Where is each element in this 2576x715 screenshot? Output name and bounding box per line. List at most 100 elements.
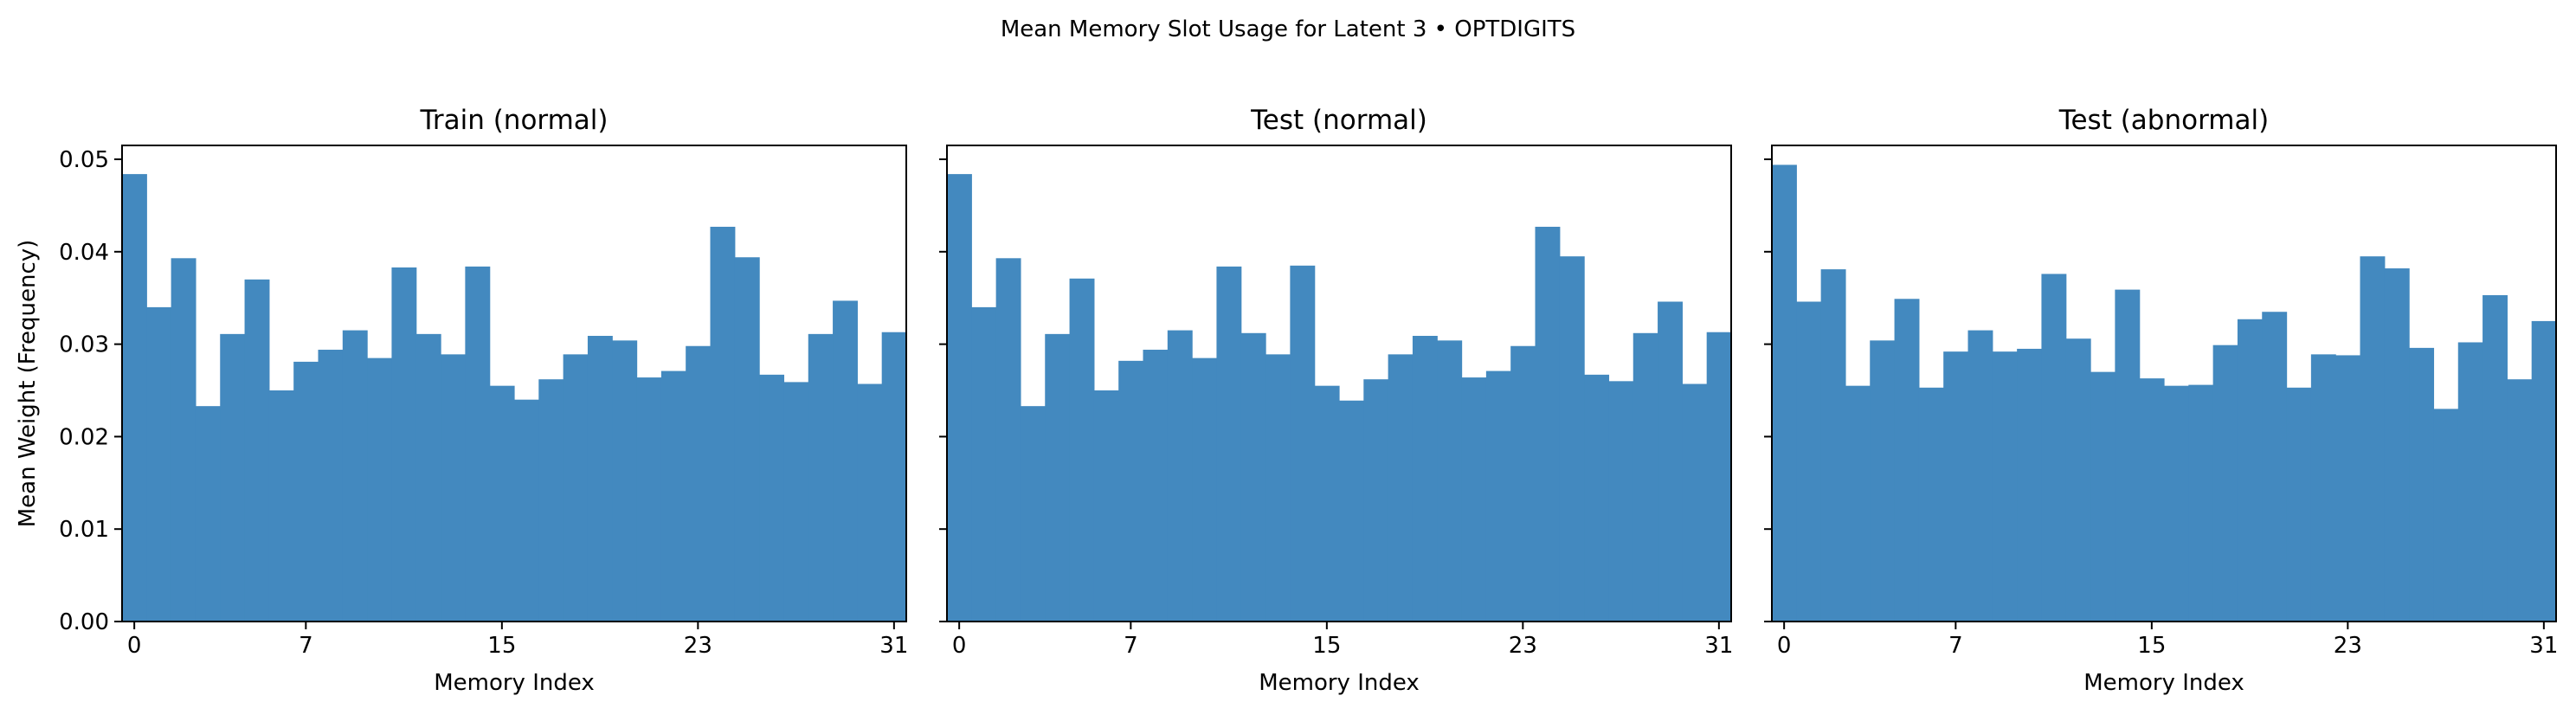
bar-13 <box>2090 371 2116 622</box>
bar-3 <box>195 406 221 622</box>
bar-14 <box>1290 265 1316 622</box>
bar-26 <box>1584 374 1610 622</box>
plot-frame <box>121 145 907 622</box>
bar-28 <box>1633 332 1658 622</box>
bar-2 <box>995 258 1021 622</box>
bar-26 <box>759 374 785 622</box>
x-tick-label-15: 15 <box>1312 633 1341 659</box>
bar-25 <box>734 257 760 622</box>
bar-11 <box>391 267 417 622</box>
bar-16 <box>2164 385 2189 622</box>
bar-1 <box>971 306 997 622</box>
x-tick-label-0: 0 <box>127 633 142 659</box>
bar-22 <box>660 370 686 622</box>
bar-3 <box>1845 385 1871 622</box>
x-tick-label-15: 15 <box>2137 633 2166 659</box>
bar-5 <box>1069 278 1095 622</box>
y-tick-label-0.00: 0.00 <box>59 609 109 635</box>
y-tick-label-0.03: 0.03 <box>59 332 109 358</box>
x-tick-label-0: 0 <box>1777 633 1792 659</box>
bar-31 <box>2531 320 2557 622</box>
bar-12 <box>415 333 441 622</box>
bar-4 <box>220 333 246 622</box>
bar-7 <box>1118 360 1144 622</box>
bar-21 <box>2286 387 2312 622</box>
bar-4 <box>1045 333 1071 622</box>
bar-23 <box>2335 355 2361 622</box>
bar-19 <box>587 336 613 622</box>
panel-2: 0 7 15 23 31 Test (normal) Memory Index <box>939 105 1733 696</box>
bar-25 <box>2384 268 2410 622</box>
bar-1 <box>146 306 172 622</box>
x-tick-label-23: 23 <box>684 633 712 659</box>
bar-11 <box>2041 274 2067 622</box>
bar-6 <box>1918 387 1944 622</box>
bar-6 <box>268 390 294 622</box>
bar-8 <box>318 350 344 622</box>
bar-31 <box>1706 332 1732 622</box>
x-tick-label-31: 31 <box>2529 633 2558 659</box>
x-tick-label-23: 23 <box>1509 633 1537 659</box>
x-tick-label-15: 15 <box>487 633 516 659</box>
bar-29 <box>2483 295 2508 622</box>
bar-23 <box>686 345 712 622</box>
bar-27 <box>1608 381 1634 622</box>
bar-0 <box>122 174 147 622</box>
bar-14 <box>465 266 491 622</box>
x-tick-label-7: 7 <box>299 633 313 659</box>
bar-20 <box>1437 340 1463 622</box>
bar-30 <box>2507 379 2533 622</box>
bar-8 <box>1967 330 1993 622</box>
bar-30 <box>1682 383 1708 622</box>
x-tick-label-0: 0 <box>952 633 967 659</box>
bar-28 <box>2457 342 2483 622</box>
bar-28 <box>808 333 834 622</box>
bar-4 <box>1870 340 1896 622</box>
bar-18 <box>1388 354 1414 622</box>
bar-13 <box>441 354 466 622</box>
bar-15 <box>1314 385 1340 622</box>
bar-10 <box>1192 358 1218 622</box>
bar-10 <box>2017 348 2043 622</box>
bar-7 <box>1943 351 1969 622</box>
bar-19 <box>1412 336 1438 622</box>
bar-24 <box>1535 226 1561 622</box>
bar-12 <box>2065 338 2091 622</box>
bar-25 <box>1559 256 1585 622</box>
bar-16 <box>514 399 539 622</box>
bar-12 <box>1240 332 1266 622</box>
panel-title: Test (normal) <box>1250 105 1427 136</box>
y-tick-label-0.01: 0.01 <box>59 517 109 543</box>
bar-24 <box>710 226 736 622</box>
bar-30 <box>857 383 883 622</box>
bar-7 <box>293 361 319 622</box>
bar-22 <box>1485 370 1511 622</box>
bar-2 <box>171 258 196 622</box>
x-tick-label-7: 7 <box>1124 633 1138 659</box>
x-tick-label-31: 31 <box>1704 633 1733 659</box>
y-tick-label-0.04: 0.04 <box>59 240 109 266</box>
bar-20 <box>612 340 638 622</box>
bar-17 <box>1363 379 1389 622</box>
bar-10 <box>367 358 393 622</box>
bar-19 <box>2237 319 2263 622</box>
bar-21 <box>636 377 662 622</box>
bar-5 <box>1894 299 1920 622</box>
bar-15 <box>489 385 515 622</box>
bar-31 <box>881 332 907 622</box>
bar-18 <box>563 354 589 622</box>
bar-11 <box>1216 266 1242 622</box>
bar-9 <box>342 330 368 622</box>
bar-13 <box>1265 354 1291 622</box>
x-tick-label-7: 7 <box>1948 633 1963 659</box>
bar-5 <box>244 279 270 622</box>
bar-29 <box>1658 301 1683 622</box>
y-tick-label-0.02: 0.02 <box>59 424 109 450</box>
bar-26 <box>2409 347 2435 622</box>
plot-frame <box>1771 145 2557 622</box>
chart-panels: 0 7 15 23 31 0.00 0.01 0.02 0.03 0.04 0.05 Train (n… <box>15 105 2558 696</box>
y-tick-label-0.05: 0.05 <box>59 147 109 173</box>
y-axis-label: Mean Weight (Frequency) <box>15 240 41 528</box>
bar-15 <box>2139 378 2165 622</box>
bar-9 <box>1167 330 1193 622</box>
